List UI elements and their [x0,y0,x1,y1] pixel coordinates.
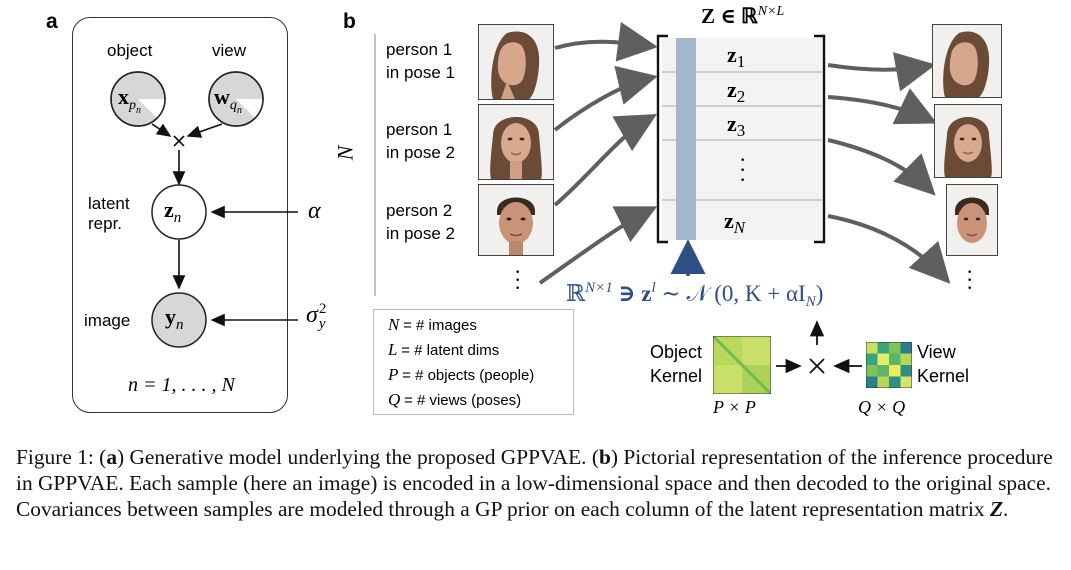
matrix-title: Z ∈ ℝN×L [701,4,785,28]
alpha-label: α [308,198,321,224]
input-label-2: person 1 in pose 2 [386,120,455,162]
row-z3: z3 [727,111,746,140]
node-w [208,71,264,127]
node-y [151,292,207,348]
output-ellipsis: · · · [966,259,974,300]
row-zN: zN [724,208,746,237]
latent-column [676,38,696,240]
prior-equation: ℝN×1 ∋ zl ∼ 𝒩 (0, K + αIN) [566,280,824,310]
row-z2: z2 [727,77,746,106]
view-label: view [212,41,247,60]
output-face-2 [934,104,1002,178]
input-face-1 [478,24,554,100]
image-label: image [84,311,131,330]
plate-label: n = 1, . . . , N [128,374,235,396]
output-face-1 [932,24,1002,98]
node-z-label: zn [164,197,182,226]
node-y-label: yn [165,304,184,333]
panel-a-letter: a [46,10,58,33]
view-kernel-dim: Q × Q [858,397,906,417]
node-w-label: wqn [214,84,242,116]
legend-item: Q = # views (poses) [388,390,522,409]
input-ellipsis: · · · [514,259,522,300]
row-z1: z1 [727,42,746,71]
node-x-label: xpn [118,84,141,116]
input-label-1: person 1 in pose 1 [386,40,455,82]
n-bracket [374,34,376,296]
graphical-model [110,71,298,348]
view-kernel-label: View Kernel [917,342,970,386]
figure-caption: Figure 1: (a) Generative model underlyin… [16,445,1053,522]
latent-matrix [656,34,826,244]
legend-item: L = # latent dims [388,340,500,359]
legend-box [373,309,574,415]
input-face-2 [478,104,554,180]
legend-items: N = # images L = # latent dims P = # obj… [388,313,534,413]
input-label-3: person 2 in pose 2 [386,201,455,243]
plate-box [72,17,288,413]
panel-b-letter: b [343,10,356,33]
object-label: object [107,41,153,60]
legend-item: P = # objects (people) [388,365,535,384]
output-face-3 [946,184,998,256]
flow-arrows [538,21,951,374]
latent-label: latent repr. [88,194,130,233]
object-kernel-dim: P × P [713,397,756,417]
sigma-label: σ 2 y [306,301,327,332]
node-x [110,71,166,127]
view-kernel-heatmap [866,342,912,388]
object-kernel-heatmap [713,336,771,394]
node-z [151,184,207,240]
figure: a object view [46,4,1002,417]
input-face-3 [478,184,554,256]
row-ellipsis: · · · [739,147,747,192]
object-kernel-label: Object Kernel [650,342,703,386]
legend-item: N = # images [388,315,477,334]
